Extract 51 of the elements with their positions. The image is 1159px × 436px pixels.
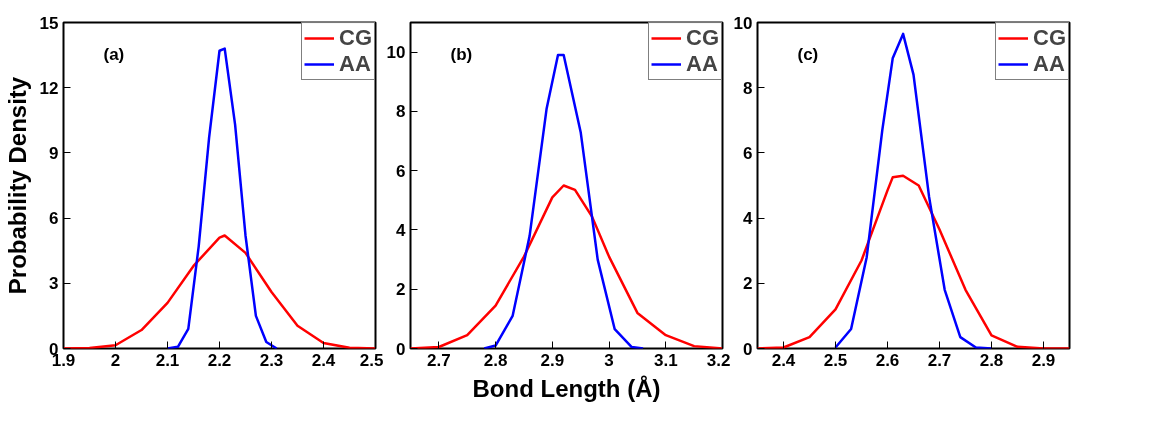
y-tick-label: 12	[39, 78, 59, 98]
legend-label: CG	[339, 25, 372, 51]
x-axis-title: Bond Length (Å)	[472, 374, 661, 402]
x-tick-label: 2.5	[823, 350, 848, 370]
line-series	[834, 32, 993, 349]
y-tick-label: 9	[49, 143, 59, 163]
legend-label: AA	[1033, 51, 1065, 77]
y-tick-label: 3	[49, 274, 59, 294]
y-tick-label: 8	[743, 78, 753, 98]
x-tick-label: 2.4	[311, 350, 336, 370]
y-tick-label: 2	[396, 280, 406, 300]
x-tick-label: 2.6	[875, 350, 900, 370]
x-tick-label: 3.1	[653, 350, 678, 370]
x-tick-label: 3	[604, 350, 614, 370]
x-tick-label: 2.8	[483, 350, 508, 370]
x-tick-label: 2.7	[427, 350, 451, 370]
line-series	[410, 184, 723, 349]
y-axis-title: Probability Density	[3, 76, 31, 295]
line-series	[757, 174, 1070, 349]
annotation: (a)	[103, 44, 125, 64]
y-tick-label: 10	[386, 43, 406, 63]
y-tick-label: 0	[396, 339, 406, 359]
legend-label: CG	[1033, 25, 1066, 51]
y-tick-label: 6	[396, 161, 406, 181]
y-tick-label: 6	[49, 209, 59, 229]
x-tick-label: 3.2	[706, 350, 731, 370]
x-tick-label: 2.4	[771, 350, 796, 370]
x-tick-label: 2.8	[979, 350, 1004, 370]
x-tick-label: 2.1	[155, 350, 180, 370]
y-tick-label: 4	[743, 209, 754, 229]
x-tick-label: 2.2	[207, 350, 232, 370]
y-tick-label: 0	[743, 339, 753, 359]
legend-label: AA	[686, 51, 718, 77]
x-tick-label: 2.3	[259, 350, 284, 370]
x-tick-label: 2	[110, 350, 121, 370]
x-tick-label: 2.9	[540, 350, 565, 370]
y-tick-label: 8	[396, 102, 406, 122]
x-tick-label: 2.7	[927, 350, 952, 370]
legend-label: AA	[339, 51, 371, 77]
x-tick-label: 2.5	[359, 350, 384, 370]
y-tick-label: 10	[733, 13, 753, 33]
y-tick-label: 15	[39, 13, 59, 33]
y-tick-label: 2	[743, 274, 753, 294]
y-tick-label: 6	[743, 143, 753, 163]
annotation: (b)	[450, 44, 473, 64]
annotation: (c)	[797, 44, 819, 64]
line-series	[166, 47, 278, 349]
line-series	[483, 53, 645, 349]
legend-label: CG	[686, 25, 719, 51]
x-tick-label: 2.9	[1031, 350, 1056, 370]
y-tick-label: 4	[396, 220, 407, 240]
